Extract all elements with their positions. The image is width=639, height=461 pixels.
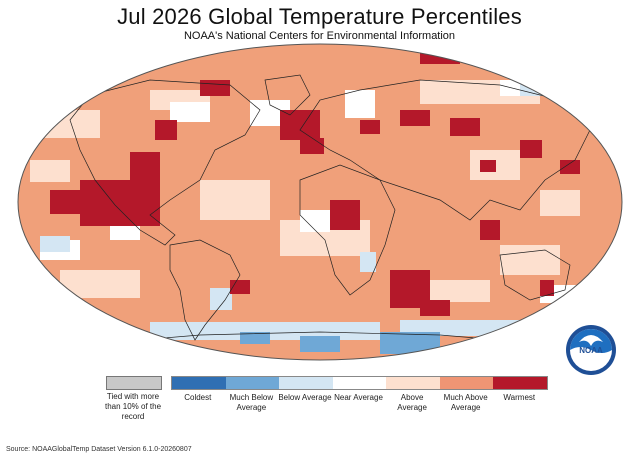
legend-swatch-warmest — [493, 377, 548, 389]
legend-swatch-below — [279, 377, 333, 389]
legend-labels: Coldest Much Below Average Below Average… — [171, 393, 546, 413]
legend-tied-swatch — [106, 376, 162, 390]
australia-outline — [499, 249, 571, 301]
warmest-patches — [40, 50, 580, 350]
legend-swatch-much-above — [439, 377, 494, 389]
legend-color-bar — [171, 376, 548, 390]
noaa-logo-text: NOAA — [579, 346, 603, 355]
source-note: Source: NOAAGlobalTemp Dataset Version 6… — [6, 446, 192, 453]
south-america-outline — [169, 239, 241, 341]
legend-label-much-below: Much Below Average — [229, 393, 274, 412]
world-percentile-map — [17, 43, 623, 361]
legend-swatch-near — [332, 377, 387, 389]
greenland-outline — [264, 74, 311, 116]
legend-label-above: Above Average — [397, 393, 427, 412]
legend-swatch-coldest — [172, 377, 226, 389]
africa-outline — [299, 164, 396, 296]
legend-label-warmest: Warmest — [503, 393, 536, 402]
map-border — [17, 43, 623, 361]
page-title: Jul 2026 Global Temperature Percentiles — [117, 4, 522, 29]
noaa-logo-icon: NOAA — [566, 325, 616, 375]
legend-swatch-above — [386, 377, 440, 389]
eurasia-outline — [299, 79, 591, 221]
legend-label-near: Near Average — [334, 393, 383, 402]
legend-tied-label: Tied with more than 10% of the record — [104, 392, 162, 421]
legend-label-below: Below Average — [278, 393, 332, 402]
page-subtitle: NOAA's National Centers for Environmenta… — [183, 30, 456, 42]
legend-label-much-above: Much Above Average — [443, 393, 488, 412]
legend-swatch-much-below — [225, 377, 280, 389]
legend-label-coldest: Coldest — [184, 393, 212, 402]
north-america-outline — [69, 79, 261, 246]
